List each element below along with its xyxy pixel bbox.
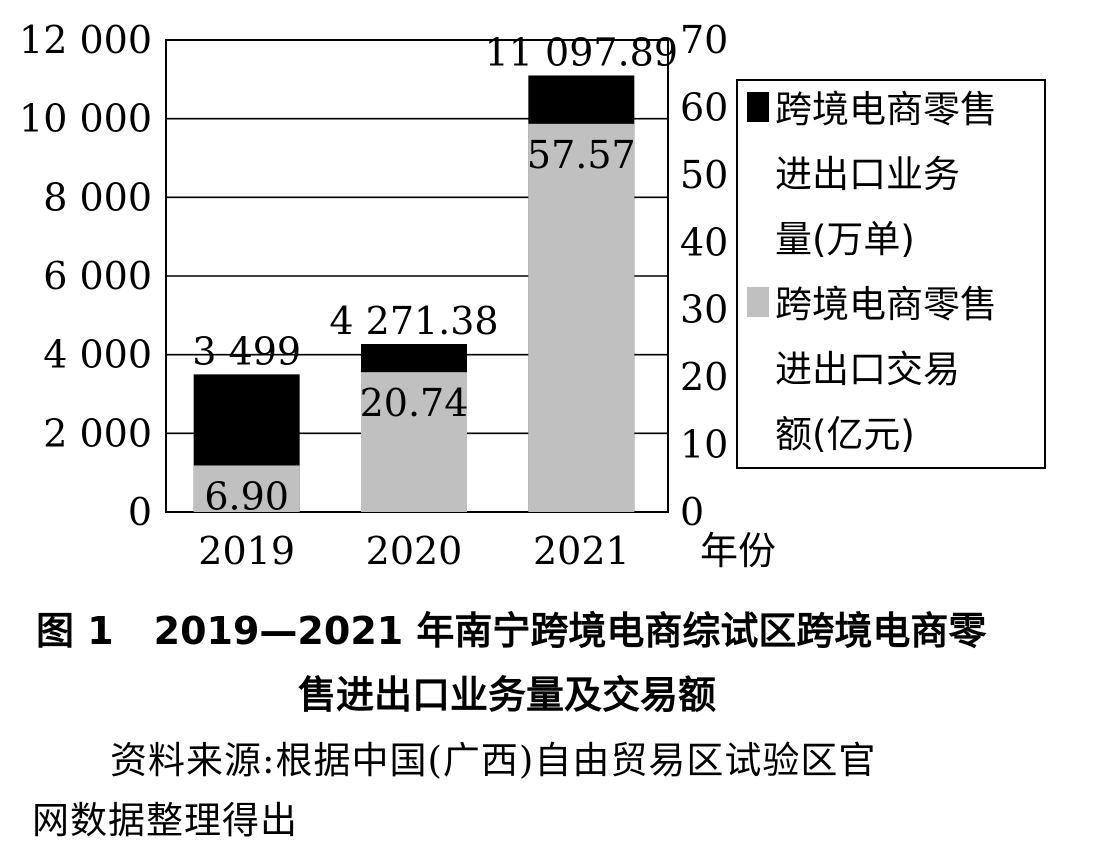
x-tick-label: 2021 (533, 529, 630, 573)
x-tick-label: 2019 (198, 529, 295, 573)
right-tick-label: 60 (680, 85, 728, 129)
legend-label: 量(万单) (775, 218, 915, 261)
right-tick-label: 50 (680, 153, 728, 197)
legend-label: 跨境电商零售 (775, 283, 997, 326)
figure-number: 图 1 (36, 609, 114, 653)
figure-caption-line1: 图 1 2019—2021 年南宁跨境电商综试区跨境电商零 (36, 600, 986, 655)
legend-label: 跨境电商零售 (775, 88, 997, 131)
data-label-volume: 11 097.89 (485, 30, 678, 74)
left-tick-label: 12 000 (19, 18, 152, 62)
right-tick-label: 40 (680, 220, 728, 264)
legend-label: 额(亿元) (775, 413, 915, 456)
source-note-line1: 资料来源:根据中国(广西)自由贸易区试验区官 (110, 739, 877, 782)
left-tick-label: 0 (128, 490, 152, 534)
left-tick-label: 8 000 (43, 175, 152, 219)
x-axis-label: 年份 (700, 529, 776, 573)
bar-amount-2020 (361, 372, 467, 512)
legend-swatch (747, 92, 769, 122)
bar-chart: 0 2 000 4 000 6 000 8 000 10 000 12 000 0 10 20 30… (19, 18, 1046, 573)
left-tick-label: 2 000 (43, 411, 152, 455)
data-label-volume: 4 271.38 (329, 299, 498, 343)
x-tick-label: 2020 (366, 529, 463, 573)
right-tick-label: 0 (680, 490, 704, 534)
data-label-volume: 3 499 (192, 329, 301, 373)
data-label-amount: 6.90 (204, 474, 289, 518)
right-tick-label: 20 (680, 355, 728, 399)
right-tick-label: 70 (680, 18, 728, 62)
data-label-amount: 20.74 (360, 381, 469, 425)
source-note-line2: 网数据整理得出 (32, 799, 298, 842)
figure-caption-line2: 售进出口业务量及交易额 (298, 673, 717, 717)
legend-swatch (747, 287, 769, 317)
bar-amount-2021 (528, 123, 635, 512)
left-tick-label: 10 000 (19, 97, 152, 141)
left-tick-label: 4 000 (43, 333, 152, 377)
left-tick-label: 6 000 (43, 254, 152, 298)
data-label-amount: 57.57 (527, 133, 636, 177)
right-tick-label: 30 (680, 288, 728, 332)
legend-box (736, 79, 1046, 469)
figure-title-part1: 2019—2021 年南宁跨境电商综试区跨境电商零 (153, 609, 987, 653)
legend-label: 进出口业务 (775, 153, 960, 196)
legend-label: 进出口交易 (775, 348, 960, 391)
right-tick-label: 10 (680, 423, 728, 467)
bar-amount-2019 (193, 465, 300, 512)
